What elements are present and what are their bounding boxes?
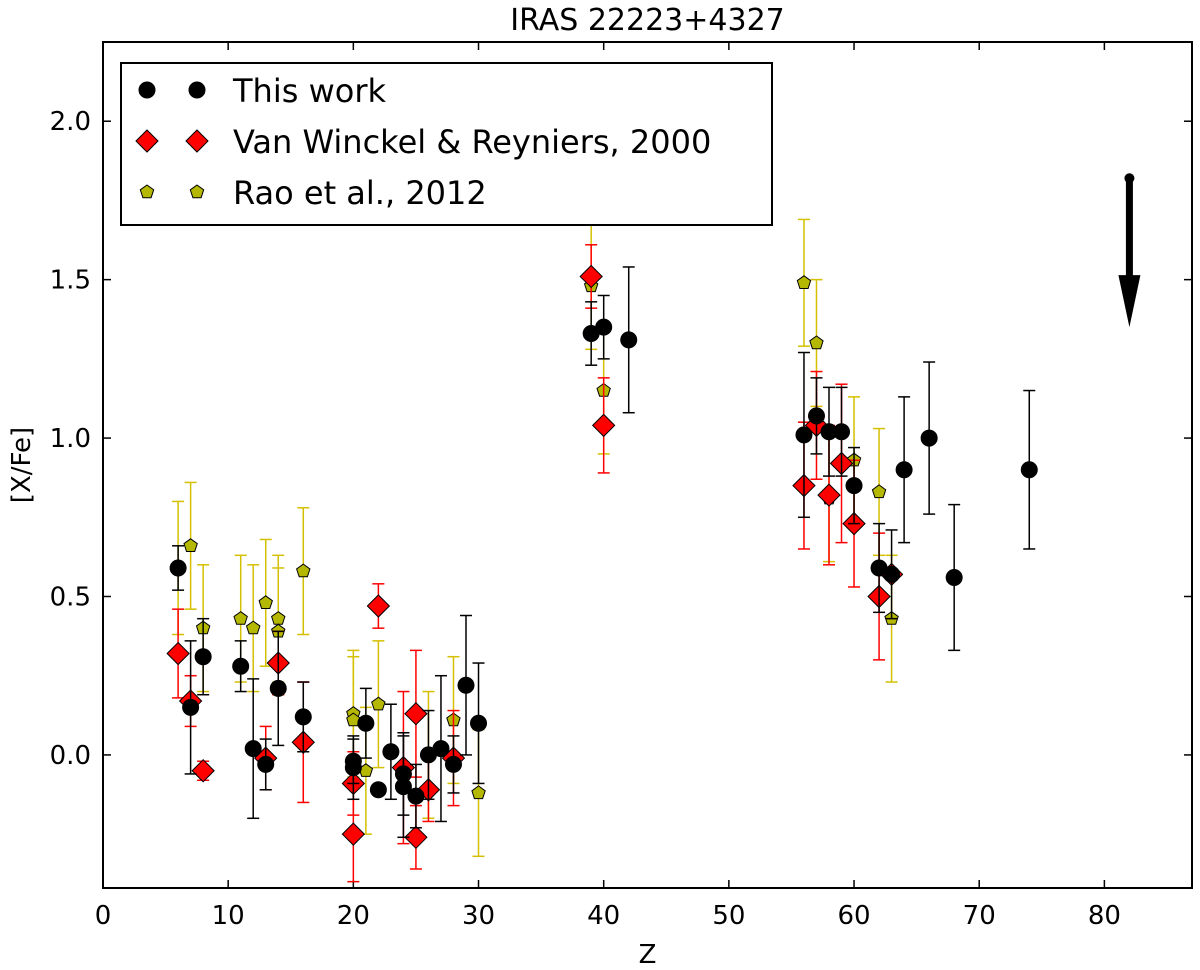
data-point [296,563,311,578]
data-point [432,740,450,758]
legend-marker [135,129,159,153]
legend-marker [185,129,209,153]
x-tick-label: 40 [587,901,620,931]
legend-marker [138,81,156,99]
upper-limit-point [1124,173,1135,184]
data-point [1020,461,1038,479]
data-point [595,318,613,336]
series-circle [169,266,1038,839]
legend-marker [188,81,206,99]
data-point [394,778,412,796]
data-point [620,331,638,349]
data-point [809,335,824,350]
x-tick-label: 20 [337,901,370,931]
data-point [407,787,425,805]
annotations [1118,173,1141,328]
data-point [382,743,400,761]
data-point [366,594,391,618]
y-tick-label: 1.0 [50,424,91,454]
y-tick-label: 0.0 [50,741,91,771]
data-point [233,611,248,625]
chart-title: IRAS 22223+4327 [510,3,785,38]
data-point [457,676,475,694]
data-point [796,275,812,289]
x-tick-label: 50 [712,901,745,931]
data-point [871,484,887,499]
legend-marker [189,184,205,199]
data-point [169,559,187,577]
x-tick-label: 0 [95,901,112,931]
data-point [182,698,200,716]
data-point [579,264,603,289]
data-point [920,429,938,447]
data-point [166,641,190,666]
data-point [883,565,901,583]
data-point [371,696,386,711]
data-point [245,620,261,635]
data-point [845,477,863,495]
data-point [341,822,366,846]
data-point [591,413,616,438]
data-point [194,648,212,666]
data-point [344,759,362,777]
data-point [817,483,841,507]
upper-limit-arrow-head [1118,275,1141,328]
data-point [444,755,462,773]
axis-ticks: 0 10 20 30 40 50 60 70 80 0.0 0.5 1.0 1.5 2.0 [50,42,1192,931]
x-axis-label: Z [639,940,657,970]
data-point [470,714,488,732]
data-point [471,785,486,800]
data-point [357,714,375,732]
legend: This work Van Winckel & Reyniers, 2000 Rao… [120,62,773,226]
plot-data [166,218,1038,883]
data-point [895,461,913,479]
y-axis-label: [X/Fe] [7,427,37,503]
plot-frame [102,41,1193,889]
y-tick-label: 1.5 [50,266,91,296]
data-point [346,712,361,727]
data-point [257,755,275,773]
legend-marker [139,184,155,199]
data-point [244,740,262,758]
data-point [369,781,387,799]
x-tick-label: 80 [1088,901,1121,931]
data-point [833,423,851,441]
legend-label: Van Winckel & Reyniers, 2000 [233,123,711,161]
data-point [258,595,273,609]
data-point [191,759,215,783]
x-tick-label: 10 [212,901,245,931]
data-point [294,708,312,726]
x-tick-label: 60 [837,901,870,931]
legend-label: This work [232,72,386,110]
x-tick-label: 30 [462,901,495,931]
data-point [269,679,287,697]
x-tick-label: 70 [963,901,996,931]
data-point [404,825,428,850]
data-point [807,407,825,425]
data-point [945,568,963,586]
y-tick-label: 2.0 [50,107,91,137]
data-point [795,426,813,444]
y-tick-label: 0.5 [50,582,91,612]
legend-box [120,62,773,226]
data-point [232,657,250,675]
legend-label: Rao et al., 2012 [233,174,487,212]
data-point [183,538,198,552]
